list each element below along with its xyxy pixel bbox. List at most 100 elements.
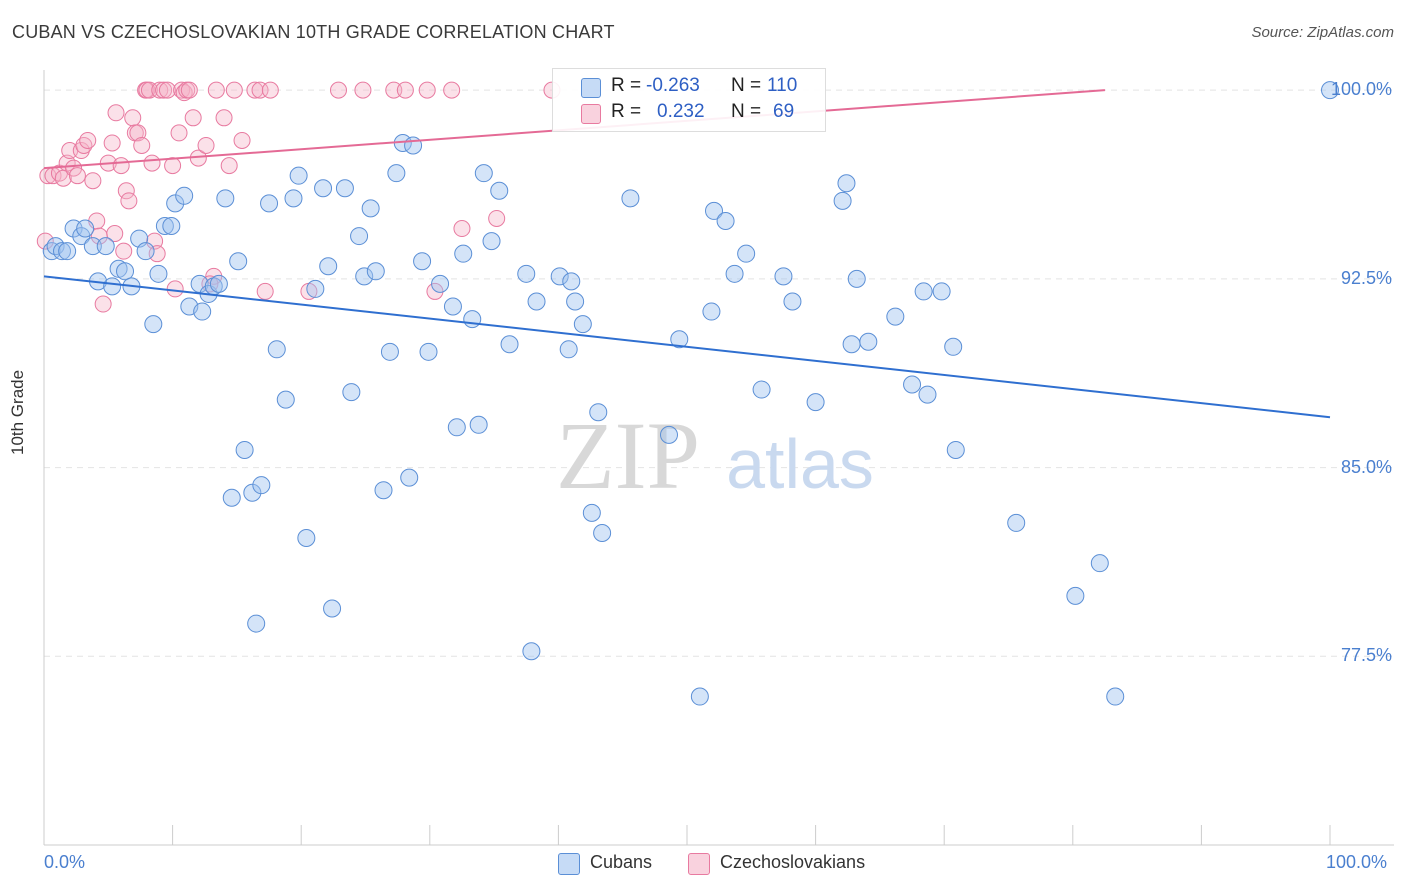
cuban-point <box>350 227 369 246</box>
cuban-point <box>774 267 793 286</box>
cuban-point <box>431 274 450 293</box>
cuban-point <box>175 186 194 205</box>
x-tick-min: 0.0% <box>44 852 86 872</box>
cuban-point <box>252 476 271 495</box>
cuban-point <box>319 257 338 276</box>
cuban-point <box>103 277 122 296</box>
cuban-point <box>400 468 419 487</box>
czechoslovakian-point <box>148 245 166 263</box>
czechoslovakian-point <box>215 109 233 127</box>
cuban-point <box>243 483 262 502</box>
cuban-point <box>725 264 744 283</box>
cuban-point <box>96 237 115 256</box>
cuban-point <box>1007 513 1026 532</box>
cuban-point <box>247 614 266 633</box>
legend-r-value-blue: -0.263 <box>646 75 700 96</box>
cuban-point <box>847 269 866 288</box>
cuban-point <box>361 199 380 218</box>
czechoslovakian-point <box>120 192 138 210</box>
cuban-point <box>859 332 878 351</box>
legend-r-label: R = <box>611 101 642 122</box>
cuban-point <box>267 340 286 359</box>
cuban-point <box>806 393 825 412</box>
cuban-point <box>517 264 536 283</box>
cuban-point <box>582 503 601 522</box>
x-tick-max: 100.0% <box>1326 852 1388 872</box>
cuban-point <box>1106 687 1125 706</box>
cuban-point <box>593 523 612 542</box>
czechoslovakian-point <box>453 220 471 238</box>
cuban-point <box>404 136 423 155</box>
cuban-point <box>1321 81 1339 100</box>
czechoslovakian-point <box>418 81 436 99</box>
bottom-swatch-blue <box>558 853 580 875</box>
czechoslovakian-point <box>225 81 243 99</box>
czechoslovakian-point <box>385 81 403 99</box>
cuban-point <box>216 189 235 208</box>
czechoslovakian-point <box>261 81 279 99</box>
cuban-point <box>559 340 578 359</box>
cuban-point <box>289 166 308 185</box>
gridlines <box>44 89 1394 657</box>
cuban-point <box>463 310 482 329</box>
czechoslovakian-point <box>180 81 198 99</box>
czechoslovakian-point <box>158 81 176 99</box>
cuban-point <box>454 244 473 263</box>
cuban-point <box>944 337 963 356</box>
czechoslovakian-point <box>117 182 135 200</box>
legend-r-label: R = <box>611 75 642 96</box>
cuban-point <box>235 440 254 459</box>
source-label: Source: ZipAtlas.com <box>1251 24 1394 41</box>
cuban-point <box>1090 554 1109 573</box>
cuban-point <box>229 252 248 271</box>
legend-row-cubans: R = -0.263 N = 110 <box>553 75 825 101</box>
czechoslovakian-point <box>155 81 173 99</box>
cuban-point <box>380 342 399 361</box>
cuban-point <box>323 599 342 618</box>
cuban-point <box>469 415 488 434</box>
czechoslovakian-point <box>143 154 161 172</box>
cuban-point <box>474 164 493 183</box>
czechoslovakian-point <box>329 81 347 99</box>
cuban-point <box>355 267 374 286</box>
cuban-point <box>193 302 212 321</box>
cuban-point <box>413 252 432 271</box>
legend-swatch-pink <box>581 104 601 124</box>
cuban-point <box>914 282 933 301</box>
cuban-point <box>500 335 519 354</box>
cuban-point <box>573 315 592 334</box>
cuban-point <box>276 390 295 409</box>
y-tick-label: 100.0% <box>1330 79 1392 100</box>
cuban-point <box>1066 586 1085 605</box>
czechoslovakian-point <box>164 157 182 175</box>
legend-n-label: N = <box>731 101 762 122</box>
cuban-point <box>83 237 102 256</box>
czechoslovakian-point <box>233 131 251 149</box>
cuban-point <box>562 272 581 291</box>
cuban-point <box>58 242 77 261</box>
cuban-point <box>752 380 771 399</box>
cuban-trend-line <box>43 275 1331 419</box>
cuban-point <box>53 242 72 261</box>
czechoslovakian-point <box>443 81 461 99</box>
cuban-point <box>374 481 393 500</box>
y-tick-label: 77.5% <box>1340 645 1392 666</box>
czechoslovakian-point <box>251 81 269 99</box>
y-tick-label: 85.0% <box>1340 456 1392 477</box>
correlation-legend: R = -0.263 N = 110 R = 0.232 N = 69 <box>552 68 826 132</box>
czechoslovakian-point <box>106 225 124 243</box>
czechoslovakian-point <box>354 81 372 99</box>
cuban-point <box>621 189 640 208</box>
cuban-point <box>116 262 135 281</box>
czechoslovakian-point <box>207 81 225 99</box>
legend-row-czechoslovakians: R = 0.232 N = 69 <box>553 101 825 127</box>
cuban-point <box>419 342 438 361</box>
cuban-point <box>842 335 861 354</box>
cuban-point <box>932 282 951 301</box>
bottom-legend-czech-label: Czechoslovakians <box>720 852 866 872</box>
cuban-point <box>659 425 678 444</box>
cuban-point <box>550 267 569 286</box>
czechoslovakian-point <box>184 109 202 127</box>
cuban-point <box>297 529 316 548</box>
